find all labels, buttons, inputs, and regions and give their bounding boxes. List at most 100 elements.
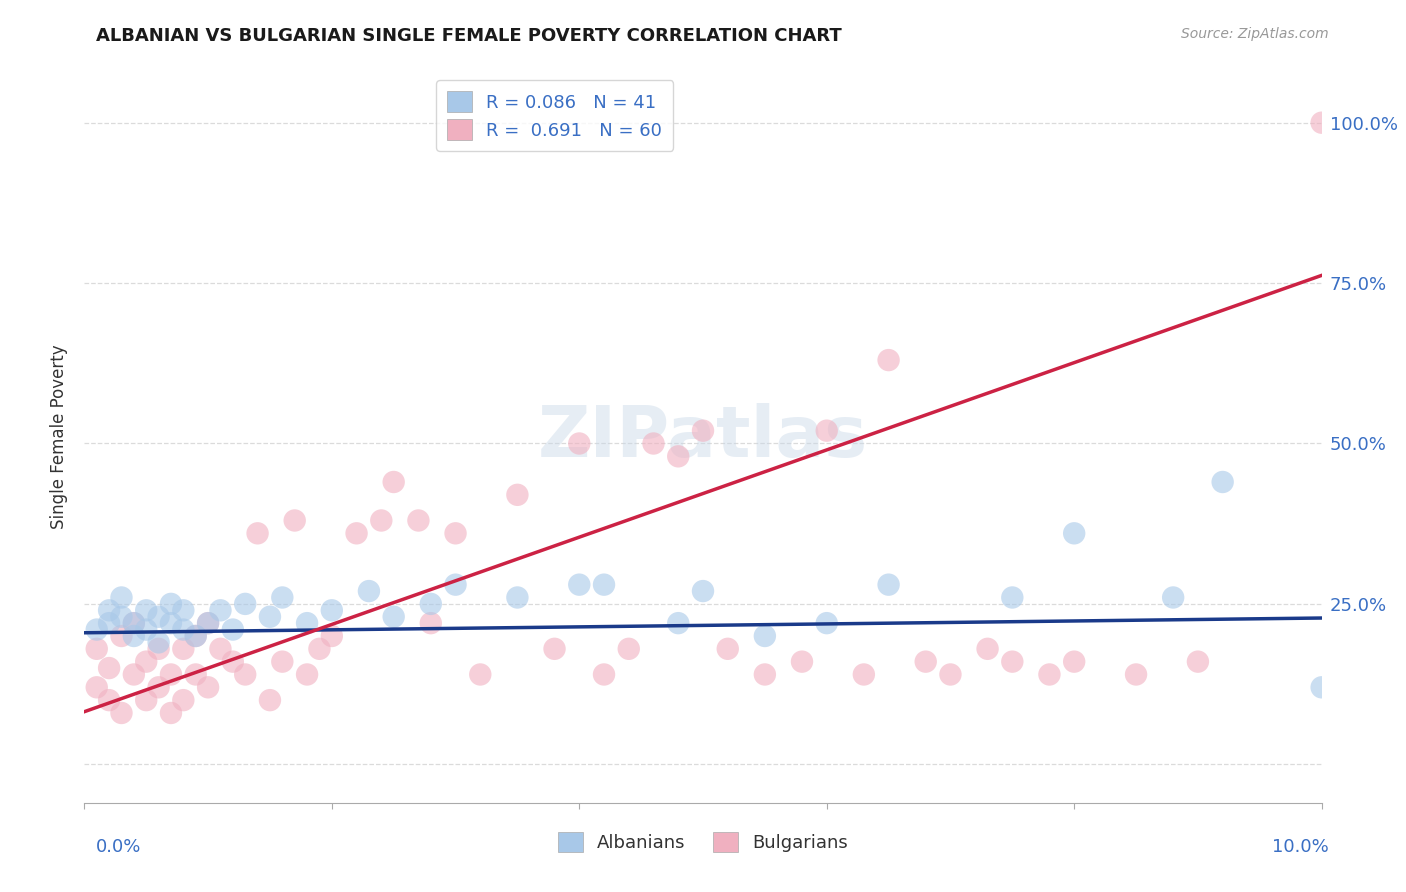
Point (295, 667, 318, 681)
Point (86, 681, 108, 695)
Point (135, 655, 157, 669)
Point (148, 641, 170, 656)
Point (815, 424, 838, 438)
Point (135, 693, 157, 707)
Point (408, 514, 430, 528)
Point (184, 667, 207, 681)
Point (1001, 655, 1024, 669)
Point (172, 693, 194, 707)
Point (1310, 116, 1333, 130)
Point (382, 609, 405, 624)
Point (284, 514, 307, 528)
Point (135, 623, 157, 637)
Point (370, 514, 392, 528)
Y-axis label: Single Female Poverty: Single Female Poverty (49, 345, 67, 529)
Point (184, 629, 207, 643)
Text: ALBANIAN VS BULGARIAN SINGLE FEMALE POVERTY CORRELATION CHART: ALBANIAN VS BULGARIAN SINGLE FEMALE POVE… (96, 27, 841, 45)
Point (666, 616, 689, 631)
Text: 0.0%: 0.0% (96, 838, 141, 856)
Point (222, 655, 245, 669)
Point (444, 526, 467, 541)
Point (246, 526, 269, 541)
Point (506, 488, 529, 502)
Point (419, 597, 441, 611)
Point (1001, 591, 1024, 605)
Point (568, 436, 591, 450)
Point (110, 591, 132, 605)
Point (470, 667, 492, 681)
Point (209, 603, 232, 617)
Point (593, 577, 616, 591)
Point (122, 616, 145, 631)
Point (209, 641, 232, 656)
Point (852, 667, 875, 681)
Point (643, 436, 665, 450)
Legend: Albanians, Bulgarians: Albanians, Bulgarians (550, 824, 856, 860)
Point (86, 641, 108, 656)
Point (160, 597, 183, 611)
Point (1038, 667, 1060, 681)
Point (160, 667, 183, 681)
Point (197, 616, 219, 631)
Point (790, 655, 813, 669)
Point (259, 609, 281, 624)
Point (1063, 526, 1085, 541)
Point (135, 603, 157, 617)
Text: Source: ZipAtlas.com: Source: ZipAtlas.com (1181, 27, 1329, 41)
Point (259, 693, 281, 707)
Point (110, 609, 132, 624)
Point (271, 655, 294, 669)
Point (98, 661, 121, 675)
Point (197, 616, 219, 631)
Point (295, 616, 318, 631)
Point (754, 629, 776, 643)
Point (877, 353, 900, 368)
Point (160, 706, 183, 720)
Point (419, 616, 441, 631)
Point (172, 623, 194, 637)
Point (382, 475, 405, 489)
Point (976, 641, 998, 656)
Point (939, 667, 962, 681)
Point (321, 603, 343, 617)
Point (172, 641, 194, 656)
Point (1187, 655, 1209, 669)
Point (98, 616, 121, 631)
Point (543, 641, 565, 656)
Point (271, 591, 294, 605)
Point (593, 667, 616, 681)
Point (914, 655, 936, 669)
Point (86, 623, 108, 637)
Point (184, 629, 207, 643)
Text: ZIPatlas: ZIPatlas (538, 402, 868, 472)
Point (666, 450, 689, 464)
Point (233, 667, 256, 681)
Point (172, 603, 194, 617)
Point (506, 591, 529, 605)
Point (346, 526, 368, 541)
Point (1063, 655, 1085, 669)
Point (110, 629, 132, 643)
Point (617, 641, 640, 656)
Point (148, 681, 170, 695)
Point (222, 623, 245, 637)
Point (877, 577, 900, 591)
Point (98, 693, 121, 707)
Point (308, 641, 330, 656)
Point (122, 616, 145, 631)
Point (110, 706, 132, 720)
Point (444, 577, 467, 591)
Point (717, 641, 740, 656)
Point (197, 681, 219, 695)
Point (568, 577, 591, 591)
Point (148, 635, 170, 649)
Point (1212, 475, 1234, 489)
Point (1161, 591, 1184, 605)
Point (357, 584, 380, 599)
Point (1310, 681, 1333, 695)
Point (1125, 667, 1147, 681)
Point (321, 629, 343, 643)
Point (815, 616, 838, 631)
Point (122, 667, 145, 681)
Point (692, 424, 714, 438)
